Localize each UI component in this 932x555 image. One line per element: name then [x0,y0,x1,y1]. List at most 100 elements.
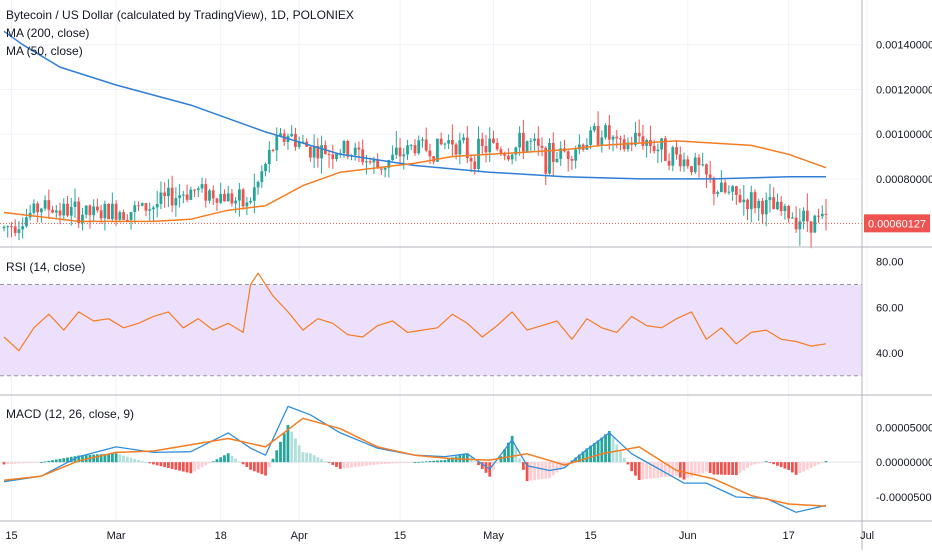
candle-body [125,219,129,221]
macd-histogram-bar [211,461,215,463]
macd-histogram-bar [99,454,103,463]
candle-body [368,161,372,163]
macd-histogram-bar [219,457,223,463]
candle-body [13,226,17,234]
macd-histogram-bar [252,462,256,472]
candle-body [376,159,380,169]
candle-body [211,190,215,199]
candle-body [230,193,234,204]
candle-body [260,171,264,182]
macd-histogram-bar [731,462,734,475]
macd-histogram-bar [185,462,189,473]
candle-body [424,139,428,151]
macd-histogram-bar [734,462,738,476]
macd-histogram-bar [294,438,297,463]
macd-histogram-bar [17,462,21,464]
candle-body [77,201,81,224]
candle-body [122,212,125,220]
macd-histogram-bar [368,462,372,466]
macd-histogram-bar [794,462,798,475]
candle-body [178,195,182,199]
macd-histogram-bar [208,462,211,464]
macd-histogram-bar [125,456,129,463]
macd-histogram-bar [693,462,697,476]
macd-histogram-bar [58,458,62,463]
candle-body [529,140,533,142]
macd-histogram-bar [189,462,193,474]
macd-histogram-bar [787,462,791,470]
macd-histogram-bar [761,462,764,463]
candle-body [17,229,21,234]
candle-body [544,147,548,174]
macd-histogram-bar [447,458,451,463]
macd-histogram-bar [802,462,805,472]
macd-histogram-bar [361,462,365,467]
y-tick-label: 60.00 [876,302,904,314]
candle-body [719,182,723,193]
candle-body [32,203,36,213]
x-tick-label: 17 [783,530,795,542]
macd-histogram-bar [152,462,155,465]
macd-histogram-bar [589,445,593,463]
candle-body [779,201,783,212]
candle-body [223,193,226,202]
candle-body [409,145,413,147]
ma50-legend: MA (50, close) [6,44,83,58]
macd-histogram-bar [110,453,114,463]
macd-histogram-bar [409,462,413,463]
macd-histogram-bar [148,462,152,464]
macd-histogram-bar [518,458,522,463]
macd-histogram-bar [645,462,649,480]
candle-body [96,206,99,211]
candle-body [503,154,507,156]
candle-body [357,147,361,150]
candle-body [634,132,637,145]
macd-histogram-bar [462,454,465,463]
signal-line [3,417,827,507]
macd-histogram-bar [96,454,99,463]
macd-histogram-bar [226,453,230,463]
macd-histogram-bar [215,459,219,463]
candle-body [693,157,697,173]
candle-body [92,206,96,216]
candle-body [185,194,189,200]
candle-body [667,160,671,166]
macd-histogram-bar [648,462,652,479]
macd-histogram-bar [772,462,776,465]
candle-body [514,147,518,155]
macd-histogram-bar [604,434,607,463]
candle-body [297,142,301,147]
candle-body [820,213,824,217]
candle-body [312,145,316,158]
macd-histogram-bar [507,442,510,463]
candle-body [570,158,574,161]
candle-body [439,138,443,145]
y-tick-label: 0.00140000 [876,40,932,52]
candle-body [600,137,604,145]
candle-body [241,189,245,207]
candle-body [574,149,578,161]
candle-body [734,186,738,195]
macd-histogram-bar [241,462,245,465]
macd-histogram-bar [421,461,424,463]
macd-histogram-bar [69,456,73,463]
candle-body [66,203,69,216]
macd-histogram-bar [439,460,443,463]
macd-histogram-bar [779,462,783,468]
candle-body [473,161,477,170]
macd-histogram-bar [753,462,757,465]
macd-histogram-bar [178,462,182,471]
candle-body [290,133,294,137]
ma200-legend: MA (200, close) [6,26,90,40]
macd-histogram-bar [768,462,772,463]
candle-body [682,159,686,167]
macd-histogram-bar [682,462,686,480]
macd-histogram-bar [200,462,204,468]
macd-histogram-bar [346,462,350,468]
macd-histogram-bar [708,462,712,473]
macd-histogram-bar [723,462,727,475]
macd-histogram-bar [428,461,432,463]
macd-histogram-bar [331,462,335,465]
candle-body [783,205,787,212]
macd-histogram-bar [719,462,723,475]
